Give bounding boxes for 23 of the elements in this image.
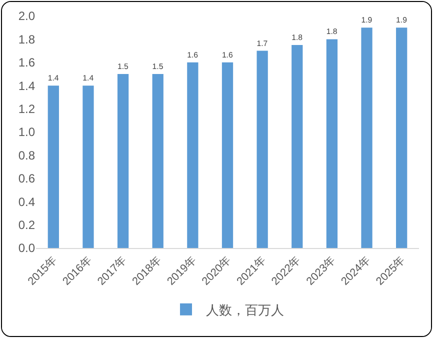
y-tick-label: 1.2 bbox=[18, 102, 36, 116]
bar bbox=[222, 62, 234, 248]
y-tick-label: 1.6 bbox=[18, 56, 36, 70]
y-tick-label: 1.4 bbox=[18, 78, 36, 93]
bar bbox=[256, 50, 268, 248]
bar bbox=[152, 74, 164, 248]
bar bbox=[361, 28, 372, 248]
y-tick-label: 1.8 bbox=[18, 32, 36, 46]
y-tick-label: 0.0 bbox=[18, 241, 36, 256]
y-tick-label: 0.4 bbox=[18, 194, 36, 209]
y-tick-label: 0.2 bbox=[18, 218, 36, 232]
bar bbox=[396, 28, 408, 248]
y-tick-label: 0.6 bbox=[18, 172, 36, 186]
y-tick-label: 2.0 bbox=[18, 9, 36, 24]
bar bbox=[48, 86, 59, 248]
y-tick-label: 1.0 bbox=[18, 125, 36, 140]
y-tick-label: 0.8 bbox=[18, 148, 36, 162]
bar bbox=[187, 62, 198, 248]
bar bbox=[326, 39, 338, 248]
legend-label: 人数，百万人 bbox=[206, 302, 284, 318]
bar bbox=[292, 45, 303, 248]
bar bbox=[82, 86, 94, 248]
bar bbox=[117, 74, 129, 248]
